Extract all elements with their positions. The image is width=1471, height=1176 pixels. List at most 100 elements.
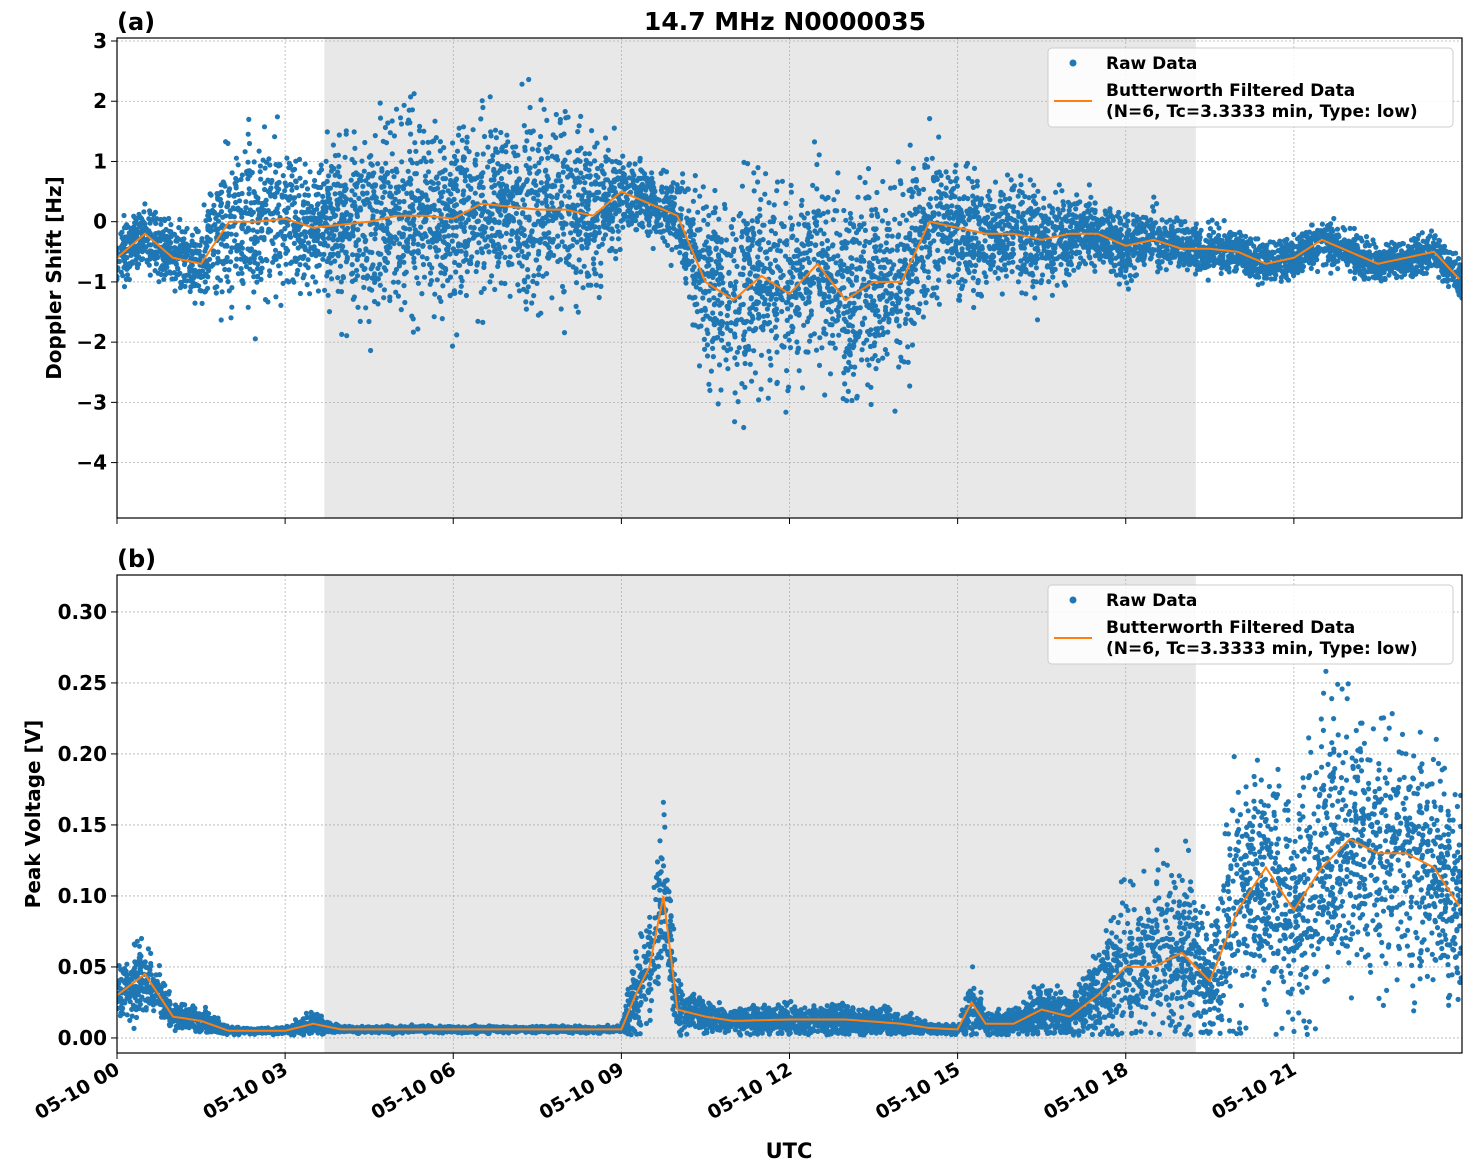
raw-data-point bbox=[525, 267, 530, 272]
raw-data-point bbox=[313, 253, 318, 258]
raw-data-point bbox=[748, 362, 753, 367]
raw-data-point bbox=[745, 246, 750, 251]
raw-data-point bbox=[450, 344, 455, 349]
raw-data-point bbox=[333, 191, 338, 196]
raw-data-point bbox=[784, 238, 789, 243]
raw-data-point bbox=[706, 256, 711, 261]
raw-data-point bbox=[380, 195, 385, 200]
raw-data-point bbox=[161, 277, 166, 282]
raw-data-point bbox=[172, 288, 177, 293]
raw-data-point bbox=[840, 274, 845, 279]
raw-data-point bbox=[747, 272, 752, 277]
raw-data-point bbox=[934, 295, 939, 300]
raw-data-point bbox=[283, 262, 288, 267]
raw-data-point bbox=[740, 184, 745, 189]
raw-data-point bbox=[381, 212, 386, 217]
raw-data-point bbox=[865, 194, 870, 199]
raw-data-point bbox=[991, 218, 996, 223]
raw-data-point bbox=[900, 192, 905, 197]
raw-data-point bbox=[883, 208, 888, 213]
raw-data-point bbox=[568, 230, 573, 235]
raw-data-point bbox=[952, 169, 957, 174]
raw-data-point bbox=[1001, 192, 1006, 197]
raw-data-point bbox=[924, 157, 929, 162]
raw-data-point bbox=[303, 247, 308, 252]
raw-data-point bbox=[1446, 284, 1451, 289]
raw-data-point bbox=[529, 300, 534, 305]
raw-data-point bbox=[597, 225, 602, 230]
raw-data-point bbox=[125, 272, 130, 277]
raw-data-point bbox=[598, 284, 603, 289]
raw-data-point bbox=[841, 208, 846, 213]
raw-data-point bbox=[896, 159, 901, 164]
raw-data-point bbox=[759, 353, 764, 358]
raw-data-point bbox=[1074, 192, 1079, 197]
raw-data-point bbox=[494, 135, 499, 140]
raw-data-point bbox=[258, 177, 263, 182]
raw-data-point bbox=[488, 129, 493, 134]
raw-data-point bbox=[897, 221, 902, 226]
raw-data-point bbox=[459, 199, 464, 204]
raw-data-point bbox=[398, 115, 403, 120]
raw-data-point bbox=[862, 316, 867, 321]
raw-data-point bbox=[437, 171, 442, 176]
raw-data-point bbox=[766, 349, 771, 354]
raw-data-point bbox=[1025, 210, 1030, 215]
raw-data-point bbox=[524, 138, 529, 143]
raw-data-point bbox=[540, 201, 545, 206]
raw-data-point bbox=[284, 156, 289, 161]
raw-data-point bbox=[292, 200, 297, 205]
raw-data-point bbox=[362, 140, 367, 145]
raw-data-point bbox=[169, 276, 174, 281]
raw-data-point bbox=[440, 189, 445, 194]
raw-data-point bbox=[699, 254, 704, 259]
raw-data-point bbox=[244, 205, 249, 210]
raw-data-point bbox=[823, 319, 828, 324]
raw-data-point bbox=[760, 287, 765, 292]
raw-data-point bbox=[355, 273, 360, 278]
raw-data-point bbox=[240, 172, 245, 177]
raw-data-point bbox=[909, 213, 914, 218]
raw-data-point bbox=[971, 305, 976, 310]
raw-data-point bbox=[561, 170, 566, 175]
raw-data-point bbox=[869, 207, 874, 212]
raw-data-point bbox=[1335, 266, 1340, 271]
raw-data-point bbox=[336, 164, 341, 169]
raw-data-point bbox=[957, 261, 962, 266]
raw-data-point bbox=[1206, 278, 1211, 283]
raw-data-point bbox=[1022, 256, 1027, 261]
raw-data-point bbox=[842, 354, 847, 359]
raw-data-point bbox=[301, 275, 306, 280]
raw-data-point bbox=[892, 217, 897, 222]
raw-data-point bbox=[293, 159, 298, 164]
y-tick-label: 1 bbox=[93, 149, 107, 173]
raw-data-point bbox=[141, 209, 146, 214]
raw-data-point bbox=[858, 305, 863, 310]
raw-data-point bbox=[562, 193, 567, 198]
raw-data-point bbox=[887, 227, 892, 232]
raw-data-point bbox=[947, 279, 952, 284]
raw-data-point bbox=[530, 228, 535, 233]
raw-data-point bbox=[489, 233, 494, 238]
raw-data-point bbox=[488, 94, 493, 99]
raw-data-point bbox=[1011, 204, 1016, 209]
raw-data-point bbox=[896, 364, 901, 369]
raw-data-point bbox=[528, 165, 533, 170]
raw-data-point bbox=[378, 116, 383, 121]
raw-data-point bbox=[877, 283, 882, 288]
raw-data-point bbox=[873, 353, 878, 358]
raw-data-point bbox=[303, 162, 308, 167]
raw-data-point bbox=[1062, 216, 1067, 221]
raw-data-point bbox=[904, 218, 909, 223]
raw-data-point bbox=[1256, 282, 1261, 287]
raw-data-point bbox=[281, 173, 286, 178]
raw-data-point bbox=[227, 288, 232, 293]
raw-data-point bbox=[298, 291, 303, 296]
raw-data-point bbox=[314, 237, 319, 242]
raw-data-point bbox=[911, 166, 916, 171]
raw-data-point bbox=[870, 308, 875, 313]
raw-data-point bbox=[749, 296, 754, 301]
raw-data-point bbox=[287, 161, 292, 166]
raw-data-point bbox=[193, 226, 198, 231]
raw-data-point bbox=[539, 180, 544, 185]
